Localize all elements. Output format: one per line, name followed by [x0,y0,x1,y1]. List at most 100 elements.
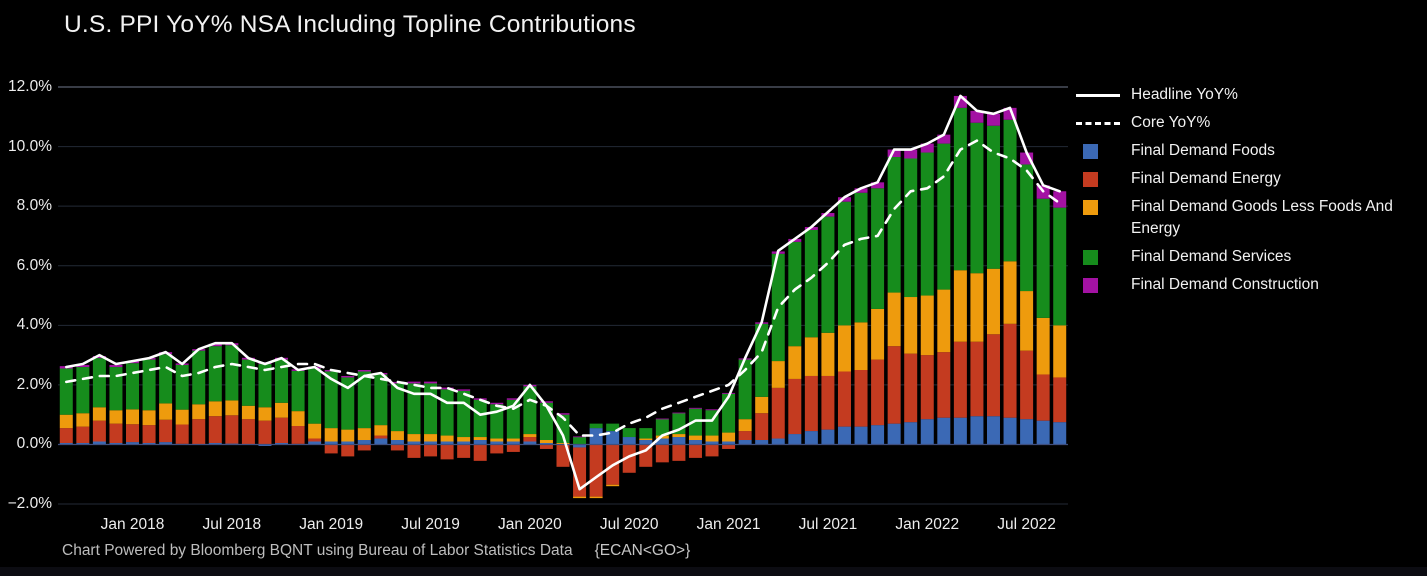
bar-segment [374,425,388,436]
bar-segment [672,412,686,414]
bar-segment [390,431,404,441]
bar-segment [1036,198,1050,318]
solid-line-icon [1076,84,1122,106]
legend-label: Core YoY% [1131,114,1211,131]
bar-segment [59,442,73,445]
bar-segment [904,149,918,159]
core-line [65,139,1062,437]
bar-segment [722,392,736,394]
bar-segment [655,419,669,436]
bar-segment [142,410,156,426]
bar-segment [225,415,239,444]
bar-segment [622,444,636,473]
bar-segment [755,440,769,445]
legend-item-foods[interactable]: Final Demand Foods [1076,140,1420,162]
bar-segment [688,407,702,409]
bar-segment [937,134,951,144]
bar-segment [953,270,967,342]
bar-segment [76,442,90,445]
bar-segment [241,419,255,445]
bar-segment [854,188,868,193]
bar-segment [639,428,653,439]
bar-segment [589,496,603,499]
bar-segment [986,416,1000,445]
x-axis-label: Jul 2018 [202,516,262,533]
bar-segment [589,428,603,445]
bar-segment [937,143,951,290]
bar-segment [175,409,189,425]
x-axis-label: Jan 2022 [895,516,960,533]
bar-segment [59,368,73,415]
bar-segment [208,416,222,443]
bar-segment [788,378,802,435]
bar-segment [159,419,173,443]
legend-item-construction[interactable]: Final Demand Construction [1076,274,1420,296]
bar-segment [523,437,537,442]
bar-segment [821,332,835,376]
bar-segment [490,444,504,454]
bar-segment [175,424,189,444]
bar-segment [506,399,520,439]
x-axis: Jan 2018 Jul 2018 Jan 2019 Jul 2019 Jan 2020… [58,516,1068,540]
bar-segment [986,113,1000,126]
bar-segment [424,444,438,457]
bar-segment [208,346,222,402]
bar-segment [970,122,984,274]
y-axis-label: 2.0% [16,376,52,393]
bar-segment [258,364,272,408]
bar-segment [424,383,438,435]
bar-segment [357,370,371,372]
legend-item-energy[interactable]: Final Demand Energy [1076,168,1420,190]
bar-segment [275,402,289,418]
legend-label: Final Demand Energy [1131,170,1281,187]
legend-item-goods[interactable]: Final Demand Goods Less Foods And Energy [1076,196,1420,240]
bar-segment [821,213,835,217]
bar-segment [920,295,934,356]
bar-segment [788,346,802,379]
bar-segment [556,413,570,415]
legend-item-services[interactable]: Final Demand Services [1076,246,1420,268]
bar-segment [390,444,404,451]
bar-segment [821,375,835,430]
x-axis-label: Jan 2020 [497,516,562,533]
bar-segment [573,496,587,499]
bar-segment [705,409,719,411]
bar-segment [871,188,885,309]
terminal-command: {ECAN<GO>} [594,542,691,559]
bar-segment [539,442,553,445]
x-axis-label: Jan 2021 [696,516,761,533]
bar-segment [440,435,454,442]
bar-segment [771,361,785,388]
legend-label: Final Demand Construction [1131,276,1319,293]
y-axis-label: 10.0% [8,138,52,155]
bar-segment [837,426,851,445]
bar-segment [1053,207,1067,326]
bar-segment [655,438,669,445]
swatch-icon [1076,140,1122,162]
y-axis-label: 8.0% [16,197,52,214]
bar-segment [539,401,553,403]
bar-segment [920,355,934,420]
bar-segment [357,440,371,445]
bar-segment [937,417,951,445]
bar-segment [1020,164,1034,292]
legend-item-headline[interactable]: Headline YoY% [1076,84,1420,106]
bar-segment [374,438,388,445]
bar-segment [76,367,90,414]
bar-segment [871,425,885,445]
bar-segment [1036,317,1050,375]
bar-segment [573,436,587,438]
x-axis-label: Jul 2022 [997,516,1056,533]
bar-segment [755,396,769,414]
bar-segment [308,423,322,439]
dashed-line-icon [1076,112,1122,134]
bar-segment [639,444,653,467]
bar-segment [390,440,404,445]
x-axis-label: Jul 2021 [798,516,858,533]
bar-segment [275,417,289,443]
bar-segment [655,444,669,463]
bar-segment [705,444,719,457]
legend-item-core[interactable]: Core YoY% [1076,112,1420,134]
legend-label: Final Demand Services [1131,248,1292,265]
